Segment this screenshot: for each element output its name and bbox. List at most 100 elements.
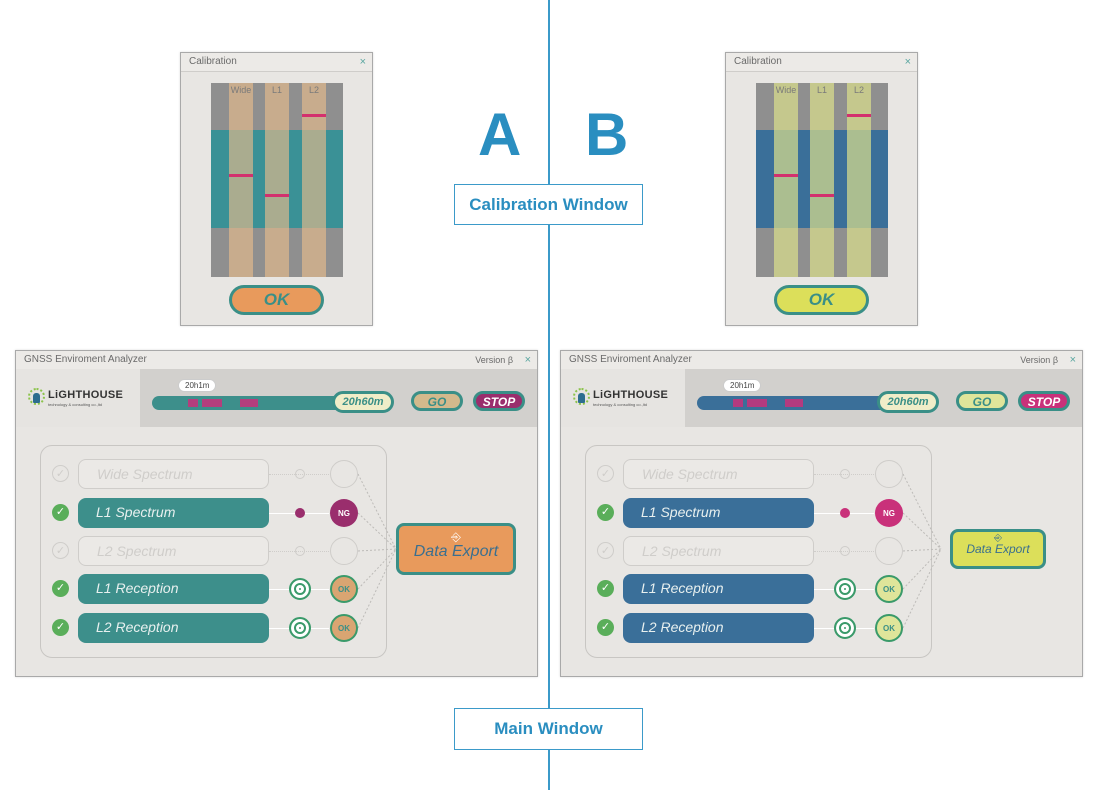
version-label: Version β xyxy=(1020,355,1058,365)
logo: LiGHTHOUSE technology & consulting co.,l… xyxy=(16,369,140,427)
row-checkbox[interactable]: ✓ xyxy=(52,465,69,482)
status-ng-badge: NG xyxy=(330,499,358,527)
column-label: L2 xyxy=(308,85,319,95)
fan-line xyxy=(903,548,942,552)
row-label-pill[interactable]: L1 Spectrum xyxy=(623,498,814,528)
row-label-pill[interactable]: L1 Reception xyxy=(623,574,814,604)
go-button[interactable]: GO xyxy=(956,391,1008,411)
fan-line xyxy=(903,473,942,550)
row-checkbox[interactable]: ✓ xyxy=(52,580,69,597)
column-label: Wide xyxy=(230,85,252,95)
row-checkbox[interactable]: ✓ xyxy=(597,542,614,559)
main-titlebar: GNSS Enviroment Analyzer Version β × xyxy=(16,351,537,370)
main-title: GNSS Enviroment Analyzer xyxy=(24,354,147,365)
row-checkbox[interactable]: ✓ xyxy=(597,465,614,482)
center-divider xyxy=(548,0,550,790)
ok-button[interactable]: OK xyxy=(774,285,869,315)
time-display: 20h60m xyxy=(877,391,939,413)
timeline-segment xyxy=(188,399,198,407)
timeline-segment xyxy=(733,399,743,407)
calibration-window-b: Calibration × Wide L1 L2 OK xyxy=(725,52,918,326)
logo-name: LiGHTHOUSE xyxy=(48,389,124,401)
calibration-titlebar: Calibration × xyxy=(726,53,917,72)
row-label-pill[interactable]: L1 Spectrum xyxy=(78,498,269,528)
calibration-marker[interactable] xyxy=(229,174,253,177)
export-label: Data Export xyxy=(966,542,1030,556)
row-node xyxy=(840,469,850,479)
export-label: Data Export xyxy=(413,543,499,560)
column-label: Wide xyxy=(775,85,797,95)
go-button[interactable]: GO xyxy=(411,391,463,411)
calibration-column-l2[interactable]: L2 xyxy=(302,83,326,277)
calibration-marker[interactable] xyxy=(302,114,326,117)
column-label: L2 xyxy=(853,85,864,95)
analysis-panel xyxy=(40,445,387,658)
timeline-track[interactable] xyxy=(152,396,352,410)
status-ok-badge: OK xyxy=(330,614,358,642)
variant-b-label: B xyxy=(585,101,629,168)
row-node xyxy=(289,617,311,639)
version-label: Version β xyxy=(475,355,513,365)
stop-button[interactable]: STOP xyxy=(1018,391,1070,411)
close-icon[interactable]: × xyxy=(359,56,366,68)
row-label-pill[interactable]: Wide Spectrum xyxy=(78,459,269,489)
calibration-column-wide[interactable]: Wide xyxy=(774,83,798,277)
close-icon[interactable]: × xyxy=(1069,354,1076,366)
ok-button[interactable]: OK xyxy=(229,285,324,315)
close-icon[interactable]: × xyxy=(524,354,531,366)
timeline-track[interactable] xyxy=(697,396,897,410)
row-checkbox[interactable]: ✓ xyxy=(597,580,614,597)
time-display: 20h60m xyxy=(332,391,394,413)
status-empty-badge xyxy=(330,537,358,565)
row-node xyxy=(295,546,305,556)
calibration-titlebar: Calibration × xyxy=(181,53,372,72)
calibration-column-l1[interactable]: L1 xyxy=(265,83,289,277)
row-label-pill[interactable]: L2 Reception xyxy=(623,613,814,643)
timeline-segment xyxy=(747,399,767,407)
logo: LiGHTHOUSE technology & consulting co.,l… xyxy=(561,369,685,427)
row-label-pill[interactable]: L2 Spectrum xyxy=(78,536,269,566)
fan-line xyxy=(358,512,397,550)
calibration-marker[interactable] xyxy=(265,194,289,197)
data-export-button[interactable]: ⎆ Data Export xyxy=(396,523,516,575)
calibration-window-caption: Calibration Window xyxy=(454,184,643,225)
calibration-column-l2[interactable]: L2 xyxy=(847,83,871,277)
calibration-title: Calibration xyxy=(189,56,237,67)
main-title: GNSS Enviroment Analyzer xyxy=(569,354,692,365)
logo-name: LiGHTHOUSE xyxy=(593,389,669,401)
main-titlebar: GNSS Enviroment Analyzer Version β × xyxy=(561,351,1082,370)
status-empty-badge xyxy=(875,537,903,565)
export-icon: ⎆ xyxy=(451,530,461,544)
status-empty-badge xyxy=(875,460,903,488)
fan-connector-lines xyxy=(358,473,397,629)
lighthouse-logo-icon xyxy=(28,388,45,405)
fan-line xyxy=(358,548,397,552)
fan-line xyxy=(358,473,397,550)
main-window-b: GNSS Enviroment Analyzer Version β × LiG… xyxy=(560,350,1083,677)
row-node xyxy=(295,469,305,479)
calibration-column-wide[interactable]: Wide xyxy=(229,83,253,277)
data-export-button[interactable]: ⎆ Data Export xyxy=(950,529,1046,569)
row-label-pill[interactable]: L2 Reception xyxy=(78,613,269,643)
close-icon[interactable]: × xyxy=(904,56,911,68)
lighthouse-logo-icon xyxy=(573,388,590,405)
row-checkbox[interactable]: ✓ xyxy=(52,542,69,559)
row-label-pill[interactable]: Wide Spectrum xyxy=(623,459,814,489)
calibration-column-l1[interactable]: L1 xyxy=(810,83,834,277)
row-label-pill[interactable]: L2 Spectrum xyxy=(623,536,814,566)
row-checkbox[interactable]: ✓ xyxy=(52,619,69,636)
row-label-pill[interactable]: L1 Reception xyxy=(78,574,269,604)
calibration-marker[interactable] xyxy=(847,114,871,117)
calibration-marker[interactable] xyxy=(810,194,834,197)
timeline-segment xyxy=(240,399,258,407)
row-checkbox[interactable]: ✓ xyxy=(597,504,614,521)
calibration-marker[interactable] xyxy=(774,174,798,177)
stop-button[interactable]: STOP xyxy=(473,391,525,411)
row-checkbox[interactable]: ✓ xyxy=(52,504,69,521)
status-ok-badge: OK xyxy=(330,575,358,603)
row-checkbox[interactable]: ✓ xyxy=(597,619,614,636)
row-node xyxy=(295,508,305,518)
status-ok-badge: OK xyxy=(875,614,903,642)
status-ok-badge: OK xyxy=(875,575,903,603)
logo-tagline: technology & consulting co.,ltd xyxy=(593,402,648,407)
